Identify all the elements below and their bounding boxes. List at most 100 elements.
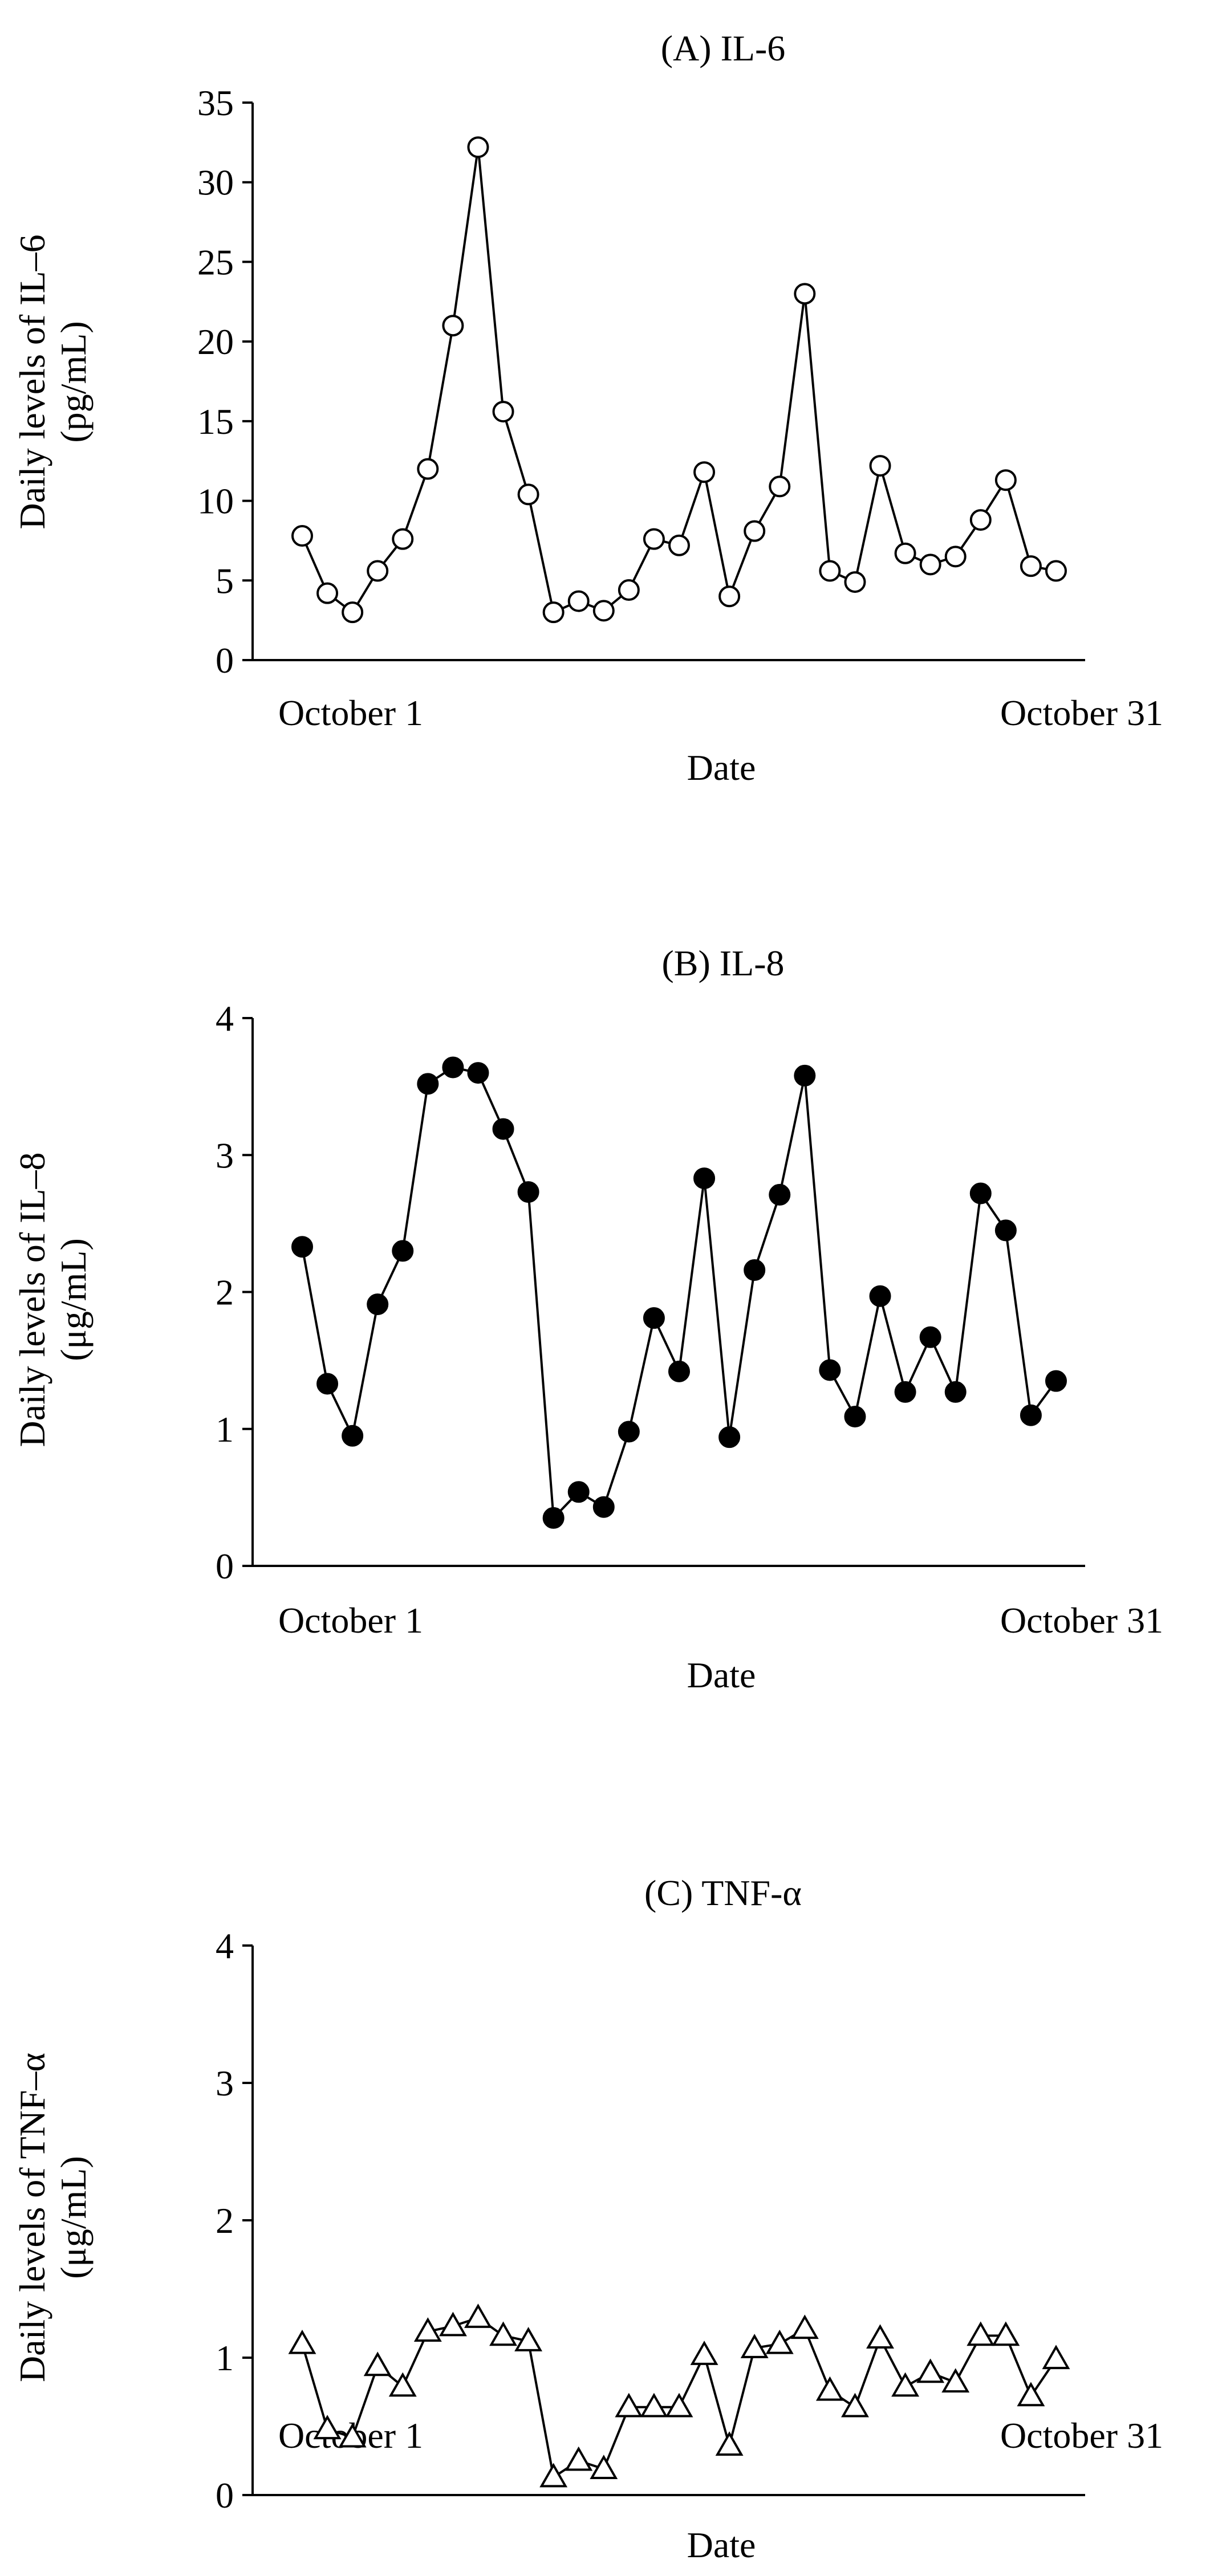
data-point (718, 1426, 741, 1448)
y-tick-label: 0 (216, 640, 234, 681)
data-point (919, 554, 941, 576)
chart-title: (A) IL-6 (661, 28, 786, 68)
data-point (894, 1381, 916, 1403)
panel-c: (C) TNF-α Daily levels of TNF–α (μg/mL) … (12, 1873, 1163, 2565)
x-tick-label-start: October 1 (278, 693, 423, 733)
data-point (1042, 2345, 1070, 2370)
x-tick-label-end: October 31 (1000, 2415, 1163, 2456)
x-axis-label: Date (687, 2525, 756, 2565)
data-point (592, 1496, 615, 1518)
series-markers (291, 1056, 1067, 1529)
panel-a: (A) IL-6 Daily levels of IL–6 (pg/mL) 0 5… (12, 28, 1163, 788)
data-point (944, 1381, 967, 1403)
data-point (313, 2415, 342, 2440)
data-point (417, 458, 439, 480)
data-point (866, 2324, 894, 2349)
y-tick-label: 35 (197, 83, 234, 123)
data-point (869, 455, 891, 477)
data-point (1020, 1404, 1042, 1426)
data-point (367, 1293, 389, 1316)
data-point (819, 560, 841, 582)
data-point (693, 461, 716, 483)
data-point (567, 590, 590, 612)
x-tick-label-end: October 31 (1000, 1600, 1163, 1641)
x-tick-label-start: October 1 (278, 1600, 423, 1641)
data-point (316, 1373, 339, 1395)
series-markers (291, 136, 1067, 624)
y-tick-label: 0 (216, 1546, 234, 1586)
data-point (794, 283, 816, 305)
data-point (765, 2329, 794, 2354)
data-point (640, 2392, 668, 2418)
data-point (517, 1181, 539, 1203)
data-point (342, 1425, 364, 1447)
data-point (1020, 555, 1042, 577)
data-point (969, 1182, 992, 1204)
data-point (919, 1326, 941, 1348)
y-tick-label: 25 (197, 242, 234, 282)
y-tick-label: 10 (197, 481, 234, 522)
data-point (1045, 560, 1067, 582)
y-axis-label-line2: (pg/mL) (53, 321, 94, 442)
y-axis-label-line1: Daily levels of TNF–α (12, 2053, 52, 2382)
data-point (438, 2312, 467, 2337)
data-point (592, 600, 615, 622)
data-point (665, 2392, 693, 2418)
data-point (567, 1481, 590, 1503)
x-tick-label-end: October 31 (1000, 693, 1163, 733)
data-point (844, 571, 866, 593)
data-point (464, 2304, 492, 2328)
chart-title: (B) IL-8 (661, 943, 784, 983)
panel-b: (B) IL-8 Daily levels of IL–8 (μg/mL) 0 1… (12, 943, 1163, 1695)
data-point (492, 1118, 514, 1140)
data-point (693, 1167, 716, 1190)
data-point (565, 2446, 593, 2471)
data-point (590, 2455, 618, 2479)
data-point (413, 2317, 442, 2342)
data-point (715, 2431, 744, 2456)
data-point (367, 560, 389, 582)
data-point (916, 2358, 945, 2383)
data-point (291, 525, 313, 547)
data-point (618, 1421, 640, 1443)
y-tick-label: 5 (216, 560, 234, 601)
data-point (392, 528, 414, 550)
y-tick-label: 3 (216, 1135, 234, 1175)
data-point (718, 585, 741, 608)
data-point (844, 1406, 866, 1428)
data-point (744, 520, 766, 542)
data-point (492, 401, 514, 423)
y-tick-label: 20 (197, 322, 234, 362)
data-point (643, 528, 665, 550)
data-point (338, 2423, 367, 2448)
y-ticks: 0 1 2 3 4 (216, 998, 253, 1586)
data-point (668, 1360, 690, 1382)
data-point (969, 509, 992, 531)
data-point (794, 1064, 816, 1086)
y-ticks: 0 5 10 15 20 25 30 35 (197, 83, 253, 681)
data-point (542, 601, 565, 624)
data-point (514, 2327, 543, 2351)
y-ticks: 0 1 2 3 4 (216, 1926, 253, 2516)
data-point (392, 1240, 414, 1262)
y-axis-label-line1: Daily levels of IL–8 (12, 1152, 52, 1447)
chart-title: (C) TNF-α (644, 1873, 802, 1913)
data-point (388, 2372, 417, 2397)
data-point (417, 1073, 439, 1095)
data-point (442, 1056, 464, 1079)
data-point (668, 534, 690, 556)
data-point (994, 1219, 1017, 1242)
data-point (1017, 2382, 1045, 2407)
series-markers (288, 2304, 1070, 2488)
data-point (467, 136, 489, 158)
y-axis-label-line2: (μg/mL) (53, 2156, 94, 2279)
data-point (288, 2329, 316, 2354)
y-tick-label: 1 (216, 2338, 234, 2378)
y-axis-label-line2: (μg/mL) (53, 1238, 94, 1361)
x-axis-label: Date (687, 1655, 756, 1695)
data-point (643, 1307, 665, 1329)
data-point (1045, 1370, 1067, 1392)
data-point (342, 601, 364, 624)
data-point (891, 2372, 920, 2397)
